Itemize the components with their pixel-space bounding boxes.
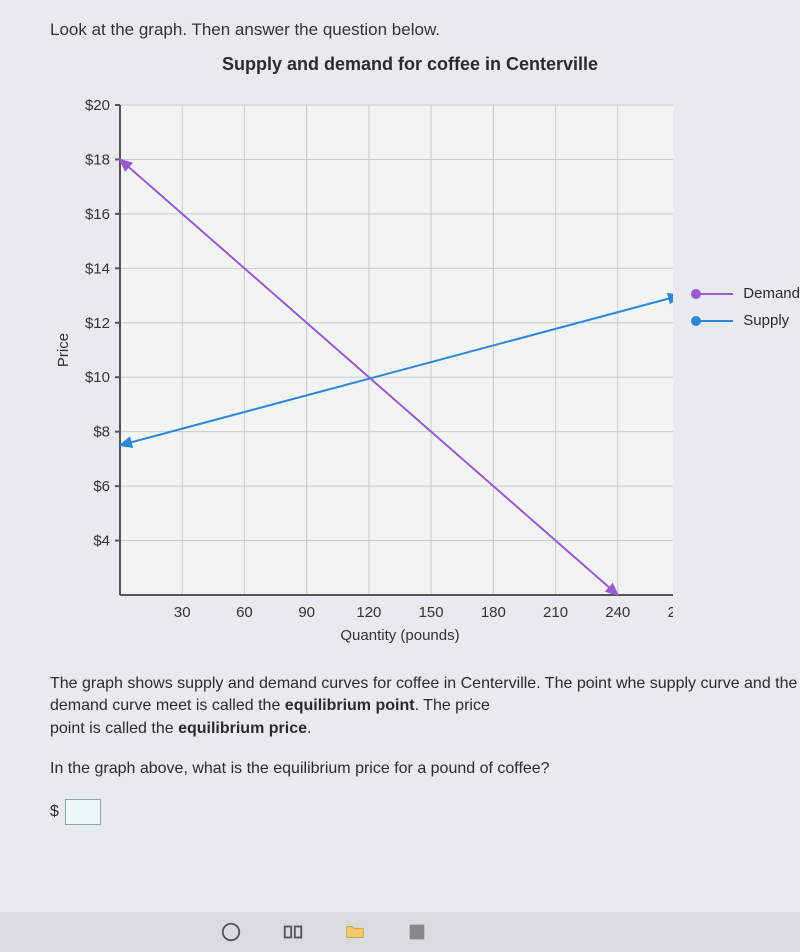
- svg-text:60: 60: [236, 604, 253, 621]
- svg-text:$10: $10: [85, 369, 110, 386]
- svg-text:150: 150: [419, 604, 444, 621]
- chart-title: Supply and demand for coffee in Centervi…: [110, 54, 710, 75]
- instruction-text: Look at the graph. Then answer the quest…: [50, 20, 800, 40]
- app-icon[interactable]: [406, 921, 428, 943]
- svg-text:240: 240: [605, 604, 630, 621]
- svg-text:$14: $14: [85, 260, 110, 277]
- svg-text:$8: $8: [93, 424, 110, 441]
- description-para-1: The graph shows supply and demand curves…: [50, 673, 800, 740]
- svg-text:$18: $18: [85, 151, 110, 168]
- legend-demand-swatch: [693, 293, 733, 295]
- task-view-icon[interactable]: [282, 921, 304, 943]
- svg-text:$6: $6: [93, 478, 110, 495]
- svg-text:$20: $20: [85, 97, 110, 114]
- legend-supply: Supply: [693, 312, 800, 329]
- answer-row: $: [50, 799, 800, 825]
- cortana-icon[interactable]: [220, 921, 242, 943]
- svg-text:$16: $16: [85, 206, 110, 223]
- supply-demand-chart: $4 $6 $8 $10 $12 $14 $16 $18 $20 30 60 90 120 150 180 2…: [50, 95, 673, 655]
- svg-text:120: 120: [356, 604, 381, 621]
- chart-legend: Demand Supply: [693, 285, 800, 339]
- svg-text:90: 90: [298, 604, 315, 621]
- legend-demand-label: Demand: [743, 285, 800, 302]
- answer-input[interactable]: [65, 799, 101, 825]
- svg-text:Quantity (pounds): Quantity (pounds): [340, 627, 459, 644]
- legend-supply-swatch: [693, 320, 733, 322]
- svg-text:210: 210: [543, 604, 568, 621]
- svg-text:30: 30: [174, 604, 191, 621]
- svg-text:$12: $12: [85, 315, 110, 332]
- legend-demand: Demand: [693, 285, 800, 302]
- chart-area: $4 $6 $8 $10 $12 $14 $16 $18 $20 30 60 90 120 150 180 2…: [50, 95, 800, 655]
- legend-supply-label: Supply: [743, 312, 789, 329]
- question-text: In the graph above, what is the equilibr…: [50, 758, 800, 780]
- svg-text:Price: Price: [55, 333, 72, 367]
- explorer-icon[interactable]: [344, 921, 366, 943]
- taskbar: [0, 912, 800, 952]
- svg-text:270: 270: [667, 604, 673, 621]
- svg-text:$4: $4: [93, 533, 110, 550]
- answer-prefix: $: [50, 803, 59, 821]
- svg-text:180: 180: [481, 604, 506, 621]
